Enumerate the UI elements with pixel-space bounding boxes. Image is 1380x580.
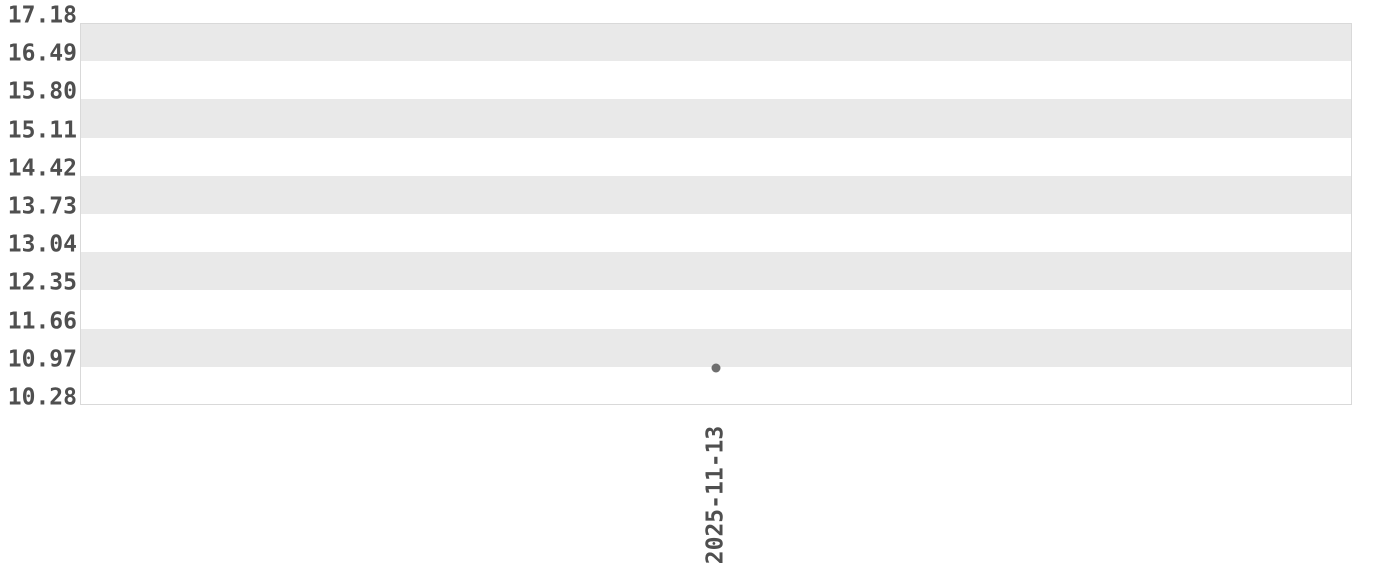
y-axis-tick-label: 12.35 [7,269,77,296]
y-axis-tick-label: 16.49 [7,40,77,67]
y-axis-tick-label: 10.28 [7,384,77,411]
y-axis-tick-label: 17.18 [7,2,77,29]
y-axis-tick-label: 10.97 [7,346,77,373]
grid-band [81,252,1351,291]
y-axis: 17.18 16.49 15.80 15.11 14.42 13.73 13.04 12.35… [0,0,77,580]
grid-band [81,328,1351,367]
y-axis-tick-label: 15.11 [7,117,77,144]
data-point [711,363,721,373]
grid-band [81,24,1351,62]
plot-area [80,23,1352,405]
grid-band [81,99,1351,138]
y-axis-tick-label: 14.42 [7,155,77,182]
y-axis-tick-label: 13.04 [7,231,77,258]
y-axis-tick-label: 13.73 [7,193,77,220]
y-axis-tick-label: 15.80 [7,78,77,105]
x-axis-tick-label: 2025-11-13 [702,425,729,565]
grid-band [81,175,1351,214]
y-axis-tick-label: 11.66 [7,308,77,335]
